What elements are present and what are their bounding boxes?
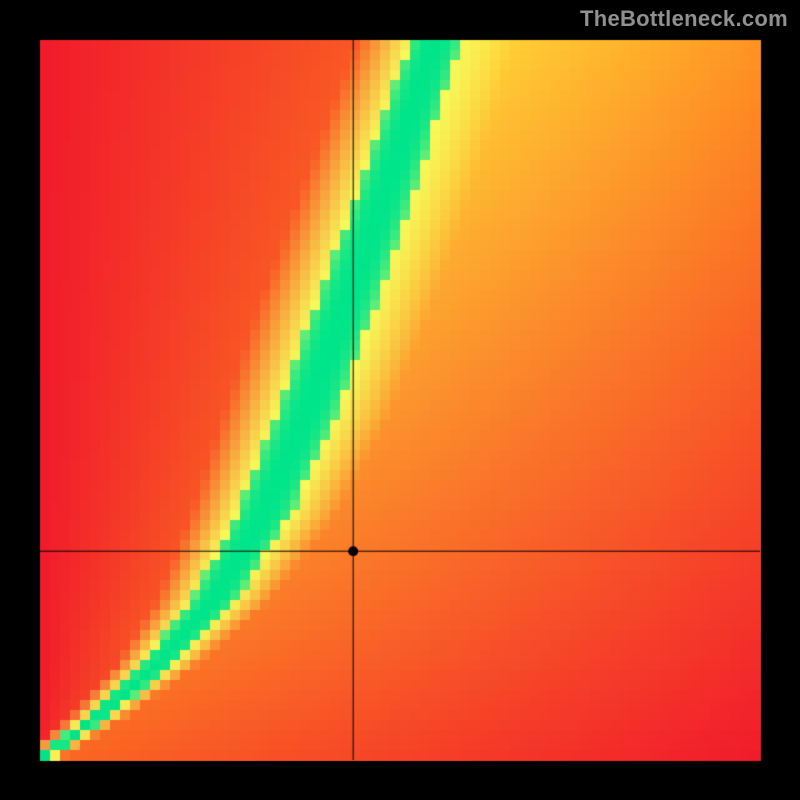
- bottleneck-heatmap: [0, 0, 800, 800]
- watermark-text: TheBottleneck.com: [580, 6, 788, 32]
